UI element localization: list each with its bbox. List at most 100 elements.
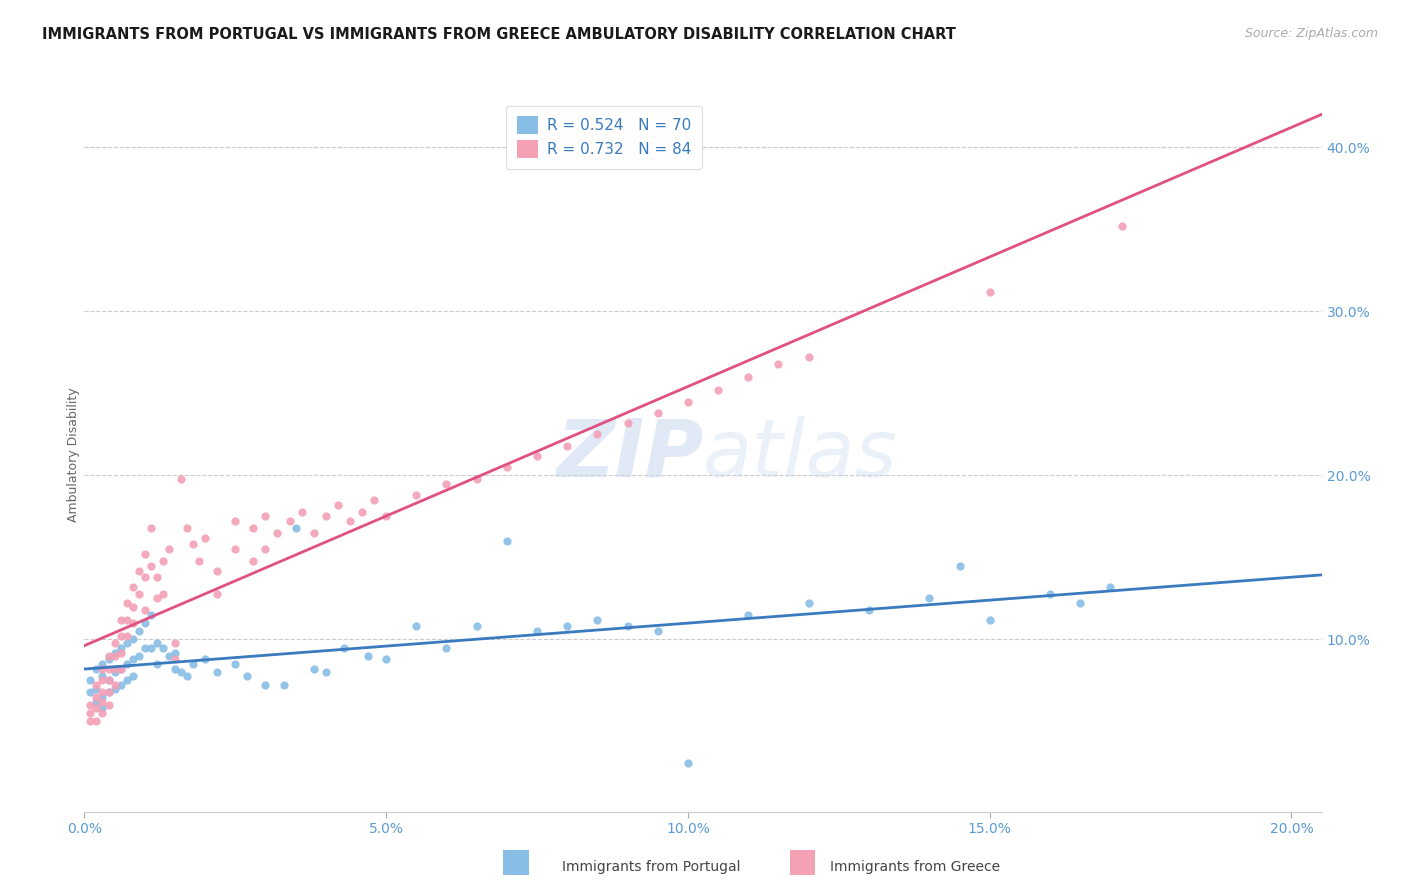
Point [97,662,120,676]
Point [586,613,609,627]
Point [139,558,162,573]
Point [152,640,174,655]
Point [170,472,193,486]
Point [242,554,264,568]
Point [103,648,125,663]
Point [436,476,458,491]
Point [79,673,101,688]
Point [121,668,143,682]
Point [326,498,349,512]
Point [79,698,101,712]
Point [128,624,150,639]
Point [134,616,156,631]
Point [128,586,150,600]
Point [86,714,108,729]
Text: Immigrants from Greece: Immigrants from Greece [830,860,1000,874]
Point [97,673,120,688]
Point [194,531,217,545]
Point [236,668,259,682]
Point [797,351,820,365]
Point [128,648,150,663]
Point [163,636,186,650]
Point [91,662,114,676]
Point [163,652,186,666]
Point [134,603,156,617]
Point [405,619,427,633]
Point [86,681,108,696]
Point [176,521,198,535]
Point [97,685,120,699]
Point [103,681,125,696]
Point [586,427,609,442]
Point [157,542,180,557]
Point [284,521,307,535]
Point [676,756,699,770]
Point [948,558,970,573]
Text: Source: ZipAtlas.com: Source: ZipAtlas.com [1244,27,1378,40]
Point [273,678,295,692]
Point [224,657,246,671]
Point [91,668,114,682]
Point [302,525,325,540]
Point [121,616,143,631]
Point [152,586,174,600]
Point [128,564,150,578]
Point [357,648,380,663]
Point [157,648,180,663]
Point [110,678,132,692]
Point [115,636,138,650]
Point [139,607,162,622]
Point [737,370,759,384]
Point [405,488,427,502]
Point [647,406,669,420]
Point [1069,596,1091,610]
Point [86,662,108,676]
Point [555,619,578,633]
Point [91,695,114,709]
Point [526,449,548,463]
Point [86,701,108,715]
Point [495,534,517,549]
Point [616,619,638,633]
Point [163,646,186,660]
Point [1039,586,1062,600]
Point [103,678,125,692]
Point [495,460,517,475]
Point [134,640,156,655]
Point [737,607,759,622]
Point [181,657,204,671]
Point [858,603,880,617]
Point [110,662,132,676]
Point [152,554,174,568]
Point [188,554,211,568]
Point [315,509,337,524]
Point [526,624,548,639]
Point [350,504,373,518]
Point [97,685,120,699]
Point [110,629,132,643]
Point [979,285,1001,299]
Point [254,542,277,557]
Point [170,665,193,680]
Point [79,685,101,699]
Point [266,525,288,540]
Point [205,665,228,680]
Point [91,701,114,715]
Text: IMMIGRANTS FROM PORTUGAL VS IMMIGRANTS FROM GREECE AMBULATORY DISABILITY CORRELA: IMMIGRANTS FROM PORTUGAL VS IMMIGRANTS F… [42,27,956,42]
Point [115,629,138,643]
Point [254,678,277,692]
Point [768,357,790,371]
Point [115,673,138,688]
Point [110,613,132,627]
Point [121,580,143,594]
Point [110,640,132,655]
Point [97,648,120,663]
Text: ZIP: ZIP [555,416,703,494]
Point [91,706,114,721]
Point [139,521,162,535]
Point [103,665,125,680]
Point [91,657,114,671]
Point [181,537,204,551]
Point [205,586,228,600]
Point [115,596,138,610]
